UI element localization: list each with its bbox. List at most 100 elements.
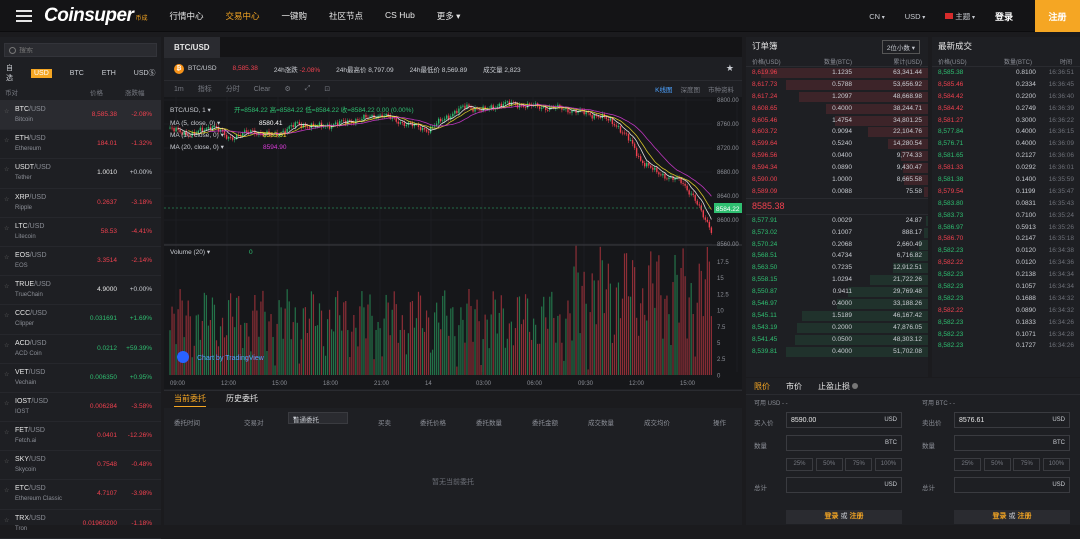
ask-row[interactable]: 8,608.65 0.4000 38,244.71 — [746, 103, 928, 115]
buy-pct-25[interactable]: 25% — [786, 458, 813, 471]
favorite-star-icon[interactable]: ☆ — [4, 371, 10, 378]
market-row[interactable]: ☆ ETH/USD Ethereum 184.01 -1.32% — [0, 130, 161, 160]
favorite-star-icon[interactable]: ☆ — [4, 517, 10, 524]
legend-ma10[interactable]: MA (10, close, 0) ▾ — [170, 132, 225, 139]
market-row[interactable]: ☆ EOS/USD EOS 3.3514 -2.14% — [0, 247, 161, 277]
sell-pct-75[interactable]: 75% — [1013, 458, 1041, 471]
bid-row[interactable]: 8,539.81 0.4000 51,702.08 — [746, 346, 928, 358]
ask-row[interactable]: 8,589.09 0.0088 75.58 — [746, 186, 928, 198]
market-row[interactable]: ☆ BTC/USD Bitcoin 8,585.38 -2.08% — [0, 101, 161, 131]
bid-row[interactable]: 8,543.19 0.2000 47,876.05 — [746, 322, 928, 334]
market-row[interactable]: ☆ VET/USD Vechain 0.006350 +0.95% — [0, 364, 161, 393]
nav-item-more[interactable]: 更多 ▾ — [436, 10, 461, 21]
favorite-star-icon[interactable]: ☆ — [4, 254, 10, 261]
tab-open-orders[interactable]: 当前委托 — [174, 393, 206, 407]
register-button[interactable]: 注册 — [1035, 0, 1080, 32]
header-price[interactable]: 价格 — [90, 89, 103, 97]
kline-tab[interactable]: K线图 — [655, 87, 673, 94]
favorite-star-icon[interactable]: ☆ — [4, 459, 10, 466]
nav-item-cshub[interactable]: CS Hub — [385, 9, 415, 20]
market-row[interactable]: ☆ FET/USD Fetch.ai 0.0401 -12.26% — [0, 422, 161, 452]
bid-row[interactable]: 8,570.24 0.2068 2,660.49 — [746, 239, 928, 251]
bid-row[interactable]: 8,573.02 0.1007 888.17 — [746, 227, 928, 239]
tab-market[interactable]: 市价 — [786, 381, 802, 391]
market-row[interactable]: ☆ TRUE/USD TrueChain 4.9000 +0.00% — [0, 276, 161, 306]
favorite-star-icon[interactable]: ☆ — [4, 400, 10, 407]
ask-row[interactable]: 8,590.00 1.0000 8,665.58 — [746, 174, 928, 186]
coin-info-tab[interactable]: 市种资料 — [708, 87, 734, 94]
bid-row[interactable]: 8,545.11 1.5189 46,167.42 — [746, 310, 928, 322]
precision-select[interactable]: 2位小数 ▾ — [881, 40, 920, 54]
info-icon[interactable] — [852, 382, 858, 389]
tab-order-history[interactable]: 历史委托 — [226, 394, 258, 403]
bid-row[interactable]: 8,558.15 1.0294 21,722.26 — [746, 274, 928, 286]
ask-row[interactable]: 8,599.64 0.5240 14,280.54 — [746, 138, 928, 150]
header-change[interactable]: 涨跌幅 — [125, 89, 145, 97]
login-button[interactable]: 登录 — [994, 11, 1013, 22]
currency-select[interactable]: USD — [905, 12, 926, 21]
market-row[interactable]: ☆ ACD/USD ACD Coin 0.0212 +59.39% — [0, 335, 161, 364]
sell-pct-50[interactable]: 50% — [983, 458, 1011, 471]
tab-btc[interactable]: BTC — [69, 69, 84, 77]
market-row[interactable]: ☆ XRP/USD Ripple 0.2637 -3.18% — [0, 189, 161, 218]
ask-row[interactable]: 8,617.73 0.5788 53,656.92 — [746, 79, 928, 91]
legend-volume[interactable]: Volume (20) ▾ — [170, 249, 211, 256]
market-row[interactable]: ☆ ETC/USD Ethereum Classic 4.7107 -3.98% — [0, 480, 161, 510]
bid-row[interactable]: 8,563.50 0.7235 12,912.51 — [746, 262, 928, 274]
buy-pct-50[interactable]: 50% — [815, 458, 843, 471]
header-coin[interactable]: 币对 — [5, 89, 18, 97]
favorite-star-icon[interactable]: ☆ — [4, 313, 10, 320]
tab-stop[interactable]: 止盈止损 — [810, 381, 866, 392]
tab-usd[interactable]: USD — [31, 68, 52, 78]
nav-item-trade[interactable]: 交易中心 — [225, 10, 260, 21]
ask-row[interactable]: 8,594.34 0.0890 9,430.47 — [746, 162, 928, 174]
favorite-star-icon[interactable]: ★ — [725, 63, 734, 73]
tab-usds[interactable]: USDⓈ — [133, 70, 156, 77]
favorite-star-icon[interactable]: ☆ — [4, 342, 10, 349]
market-row[interactable]: ☆ SKY/USD Skycoin 0.7548 -0.48% — [0, 451, 161, 481]
tab-limit[interactable]: 限价 — [754, 381, 770, 391]
price-chart[interactable]: 8584.22 8800.00 8760.00 8720.00 8680.00 8640… — [164, 97, 742, 389]
market-row[interactable]: ☆ LTC/USD Litecoin 58.53 -4.41% — [0, 218, 161, 247]
favorite-star-icon[interactable]: ☆ — [4, 167, 10, 174]
nav-item-community[interactable]: 社区节点 — [329, 10, 364, 21]
pair-tab[interactable]: BTC/USD — [164, 36, 220, 58]
market-row[interactable]: ☆ IOST/USD IOST 0.006284 -3.58% — [0, 393, 161, 423]
buy-pct-100[interactable]: 100% — [874, 458, 902, 471]
settings-icon[interactable]: ⚙ — [284, 86, 291, 93]
bid-row[interactable]: 8,577.91 0.0029 24.87 — [746, 215, 928, 227]
nav-item-market[interactable]: 行情中心 — [169, 10, 204, 21]
depth-tab[interactable]: 深度图 — [680, 87, 701, 94]
market-search-input[interactable] — [19, 46, 119, 54]
fullscreen-icon[interactable]: ⤢ — [304, 85, 311, 92]
ask-row[interactable]: 8,619.96 1.1235 63,341.44 — [746, 67, 928, 79]
language-select[interactable]: CN — [869, 12, 885, 21]
buy-qty-input[interactable]: BTC — [786, 435, 902, 451]
legend-ma20[interactable]: MA (20, close, 0) ▾ — [170, 144, 225, 151]
bid-row[interactable]: 8,550.87 0.9411 29,769.48 — [746, 286, 928, 298]
favorite-star-icon[interactable]: ☆ — [4, 488, 10, 495]
bid-row[interactable]: 8,568.51 0.4734 6,716.82 — [746, 250, 928, 262]
buy-pct-75[interactable]: 75% — [845, 458, 873, 471]
theme-select[interactable]: 主题 — [945, 11, 975, 22]
ask-row[interactable]: 8,596.56 0.0400 9,774.33 — [746, 150, 928, 162]
indicators-button[interactable]: 指标 — [197, 86, 212, 93]
legend-main[interactable]: BTC/USD, 1 ▾ — [170, 107, 212, 114]
ask-row[interactable]: 8,603.72 0.9094 22,104.76 — [746, 126, 928, 138]
interval-1m[interactable]: 1m — [174, 85, 184, 93]
logo[interactable]: Coinsuper — [44, 4, 134, 26]
favorite-star-icon[interactable]: ☆ — [4, 225, 10, 232]
market-row[interactable]: ☆ USDT/USD Tether 1.0010 +0.00% — [0, 159, 161, 189]
tab-eth[interactable]: ETH — [101, 69, 116, 77]
bid-row[interactable]: 8,541.45 0.0500 48,303.12 — [746, 334, 928, 346]
buy-total-input[interactable]: USD — [786, 477, 902, 493]
tradingview-badge[interactable]: Chart by TradingView — [177, 351, 265, 363]
market-row[interactable]: ☆ CCC/USD Clipper 0.031691 +1.69% — [0, 305, 161, 335]
menu-icon[interactable] — [16, 9, 32, 22]
sell-login-button[interactable]: 登录 或 注册 — [954, 510, 1070, 524]
tab-favorites[interactable]: 自选 — [6, 65, 13, 82]
sell-price-input[interactable]: 8576.61 USD — [954, 412, 1070, 428]
sell-total-input[interactable]: USD — [954, 477, 1070, 493]
order-type-select[interactable]: 普通委托 ▾ — [288, 412, 348, 424]
buy-login-button[interactable]: 登录 或 注册 — [786, 510, 902, 524]
